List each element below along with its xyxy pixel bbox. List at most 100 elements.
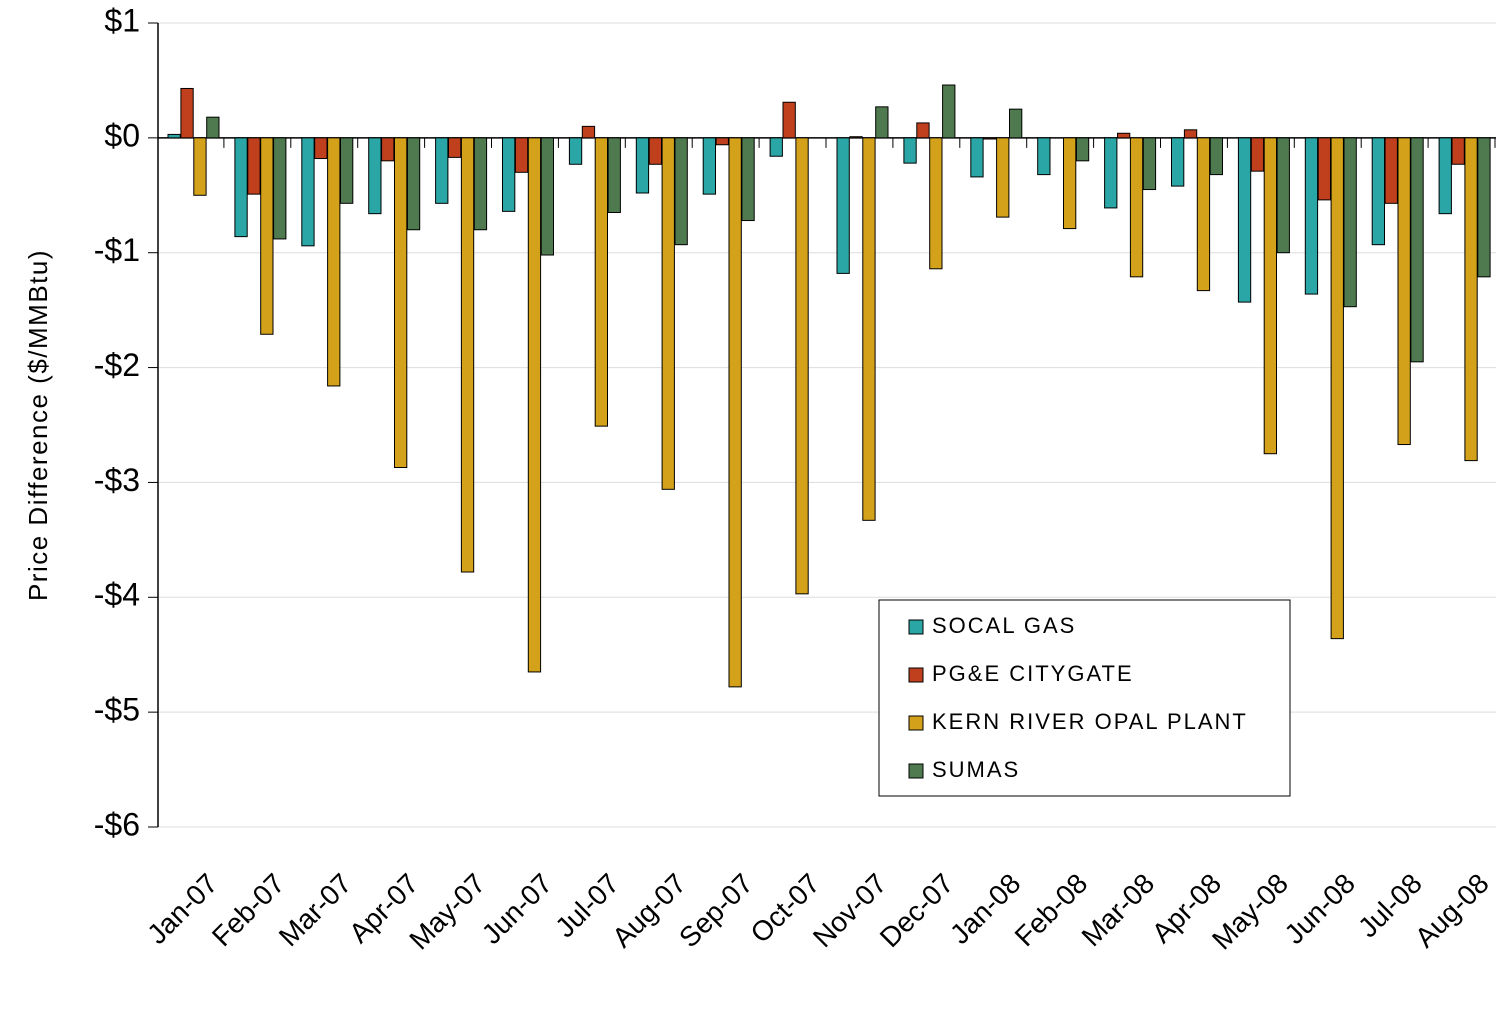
bar [1237, 137, 1252, 303]
x-tick-label: Aug-08 [1409, 868, 1495, 954]
bar [247, 137, 261, 195]
bar [648, 137, 663, 165]
x-tick-label: Feb-08 [1009, 868, 1094, 953]
bar [1263, 137, 1277, 455]
bar [1171, 137, 1185, 187]
bar [728, 137, 742, 688]
bar [674, 137, 688, 246]
bar [1397, 137, 1411, 446]
bar [929, 137, 943, 270]
x-tick-label: Sep-07 [673, 868, 759, 954]
y-tick-label: -$5 [94, 692, 140, 728]
bar [460, 137, 475, 573]
bar [514, 137, 529, 173]
bar [1063, 137, 1077, 230]
bar [206, 116, 220, 139]
y-tick-label: $0 [104, 117, 140, 153]
x-tick-label: Mar-08 [1076, 868, 1161, 953]
bar [581, 125, 596, 139]
x-tick-label: Feb-07 [206, 868, 291, 953]
bar [394, 137, 408, 468]
bar [260, 137, 274, 335]
legend-swatch [908, 763, 924, 779]
bar [1009, 108, 1023, 139]
bar [970, 137, 984, 178]
bar [1464, 137, 1478, 462]
legend-box [878, 599, 1291, 797]
bar [1276, 137, 1290, 254]
bar [327, 137, 341, 387]
x-tick-label: Jan-08 [944, 868, 1026, 950]
bar [1075, 137, 1090, 162]
bar [661, 137, 675, 490]
y-tick-label: -$6 [94, 806, 140, 842]
bar [594, 137, 609, 427]
bar [406, 137, 421, 231]
legend-swatch [908, 667, 924, 683]
bar [741, 137, 755, 222]
bar [1317, 137, 1331, 201]
bar [1451, 137, 1465, 165]
bar [180, 87, 194, 139]
bar [381, 137, 395, 162]
bar [1117, 132, 1131, 139]
bar [769, 137, 783, 157]
legend-label: SOCAL GAS [932, 613, 1076, 638]
legend-swatch [908, 715, 924, 731]
legend-label: SUMAS [932, 757, 1020, 782]
y-tick-label: -$2 [94, 347, 140, 383]
legend-swatch [908, 619, 924, 635]
y-axis-label: Price Difference ($/MMBtu) [23, 249, 53, 601]
legend-label: PG&E CITYGATE [932, 661, 1134, 686]
bar [368, 137, 382, 215]
bar [702, 137, 717, 195]
bar [1384, 137, 1398, 204]
bar [540, 137, 555, 256]
x-tick-label: May-08 [1206, 868, 1294, 956]
bar [1438, 137, 1452, 215]
bar [836, 137, 850, 274]
bar [273, 137, 287, 240]
bar [715, 137, 729, 146]
bar [635, 137, 650, 194]
bar [568, 137, 583, 165]
y-tick-label: $1 [104, 2, 140, 38]
bar [167, 133, 181, 139]
bar [193, 137, 207, 196]
x-tick-label: May-07 [403, 868, 491, 956]
bar [1410, 137, 1424, 363]
bar [1104, 137, 1118, 209]
bar [340, 137, 354, 204]
bar [903, 137, 917, 164]
x-tick-label: Jan-07 [141, 868, 223, 950]
bar [1477, 137, 1491, 278]
bar [1183, 129, 1198, 139]
bar [435, 137, 449, 204]
bar [502, 137, 516, 212]
bar [862, 137, 876, 521]
bar [1250, 137, 1265, 172]
bar [1196, 137, 1211, 292]
bar [607, 137, 621, 214]
bar [875, 106, 889, 139]
bar [527, 137, 542, 673]
bar [1330, 137, 1344, 640]
x-tick-label: Dec-07 [874, 868, 960, 954]
bar [301, 137, 315, 247]
y-tick-label: -$1 [94, 232, 140, 268]
legend-label: KERN RIVER OPAL PLANT [932, 709, 1248, 734]
bar [849, 136, 863, 139]
y-tick-label: -$4 [94, 577, 140, 613]
bar [234, 137, 248, 238]
bar [942, 84, 956, 139]
x-tick-label: Nov-07 [807, 868, 893, 954]
x-tick-label: Mar-07 [273, 868, 358, 953]
x-tick-label: Jun-08 [1278, 868, 1360, 950]
bar [996, 137, 1010, 218]
bar [1304, 137, 1319, 295]
bar [314, 137, 328, 160]
bar [795, 137, 809, 595]
bar [473, 137, 488, 231]
bar [782, 101, 796, 139]
